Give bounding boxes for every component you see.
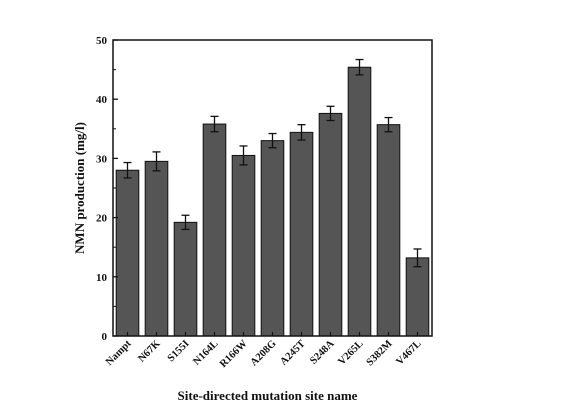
bar [231, 154, 256, 337]
bar [318, 112, 343, 337]
y-axis-title: NMN production (mg/l) [72, 122, 87, 254]
x-tick-label: S248A [308, 338, 337, 367]
error-bars-group [123, 58, 422, 268]
bar [347, 66, 372, 337]
y-tick-label: 30 [96, 153, 108, 165]
x-tick-label: S382M [365, 338, 395, 368]
bar [405, 257, 430, 337]
bars-group [115, 66, 430, 337]
x-tick-label: A245T [278, 338, 307, 367]
x-tick-label: Nampt [104, 338, 134, 368]
y-tick-label: 50 [96, 35, 108, 47]
bar [115, 169, 140, 337]
bar [260, 140, 285, 337]
x-tick-label: R166W [218, 338, 250, 370]
y-tick-label: 10 [96, 272, 108, 284]
bar [173, 221, 198, 337]
x-tick-label: S155I [166, 338, 192, 364]
bar [202, 123, 227, 337]
x-tick-label: A208G [249, 338, 279, 368]
bar [144, 160, 169, 337]
x-tick-label: V265L [336, 338, 365, 367]
bar [376, 124, 401, 337]
bar [289, 131, 314, 337]
y-tick-label: 0 [102, 331, 108, 343]
y-tick-label: 20 [96, 213, 108, 225]
x-axis-title: Site-directed mutation site name [178, 388, 358, 403]
y-tick-label: 40 [96, 94, 108, 106]
y-axis-ticks: 0 10 20 30 40 50 [96, 35, 118, 343]
x-tick-label: N67K [136, 338, 163, 365]
x-tick-label: N164L [191, 338, 220, 367]
x-tick-label: V467L [394, 338, 423, 367]
